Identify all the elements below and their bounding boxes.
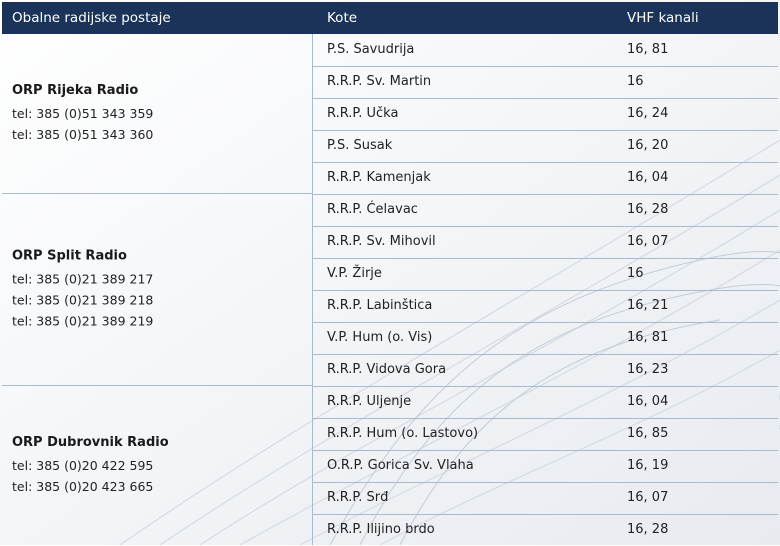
location-cell: V.P. Hum (o. Vis) bbox=[327, 330, 433, 345]
vhf-cell: 16, 07 bbox=[627, 490, 669, 505]
vhf-cell: 16, 04 bbox=[627, 170, 669, 185]
vhf-cell: 16, 07 bbox=[627, 234, 669, 249]
location-cell: R.R.P. Hum (o. Lastovo) bbox=[327, 426, 479, 441]
location-cell: R.R.P. Srđ bbox=[327, 490, 389, 505]
phone-number: tel: 385 (0)51 343 359 bbox=[12, 105, 154, 121]
table-row: R.R.P. Učka 16, 24 bbox=[313, 98, 778, 131]
vhf-cell: 16, 21 bbox=[627, 298, 669, 313]
station-name: ORP Rijeka Radio bbox=[12, 82, 139, 98]
station-group-rijeka: ORP Rijeka Radio tel: 385 (0)51 343 359 … bbox=[2, 34, 312, 194]
table-row: V.P. Žirje 16 bbox=[313, 258, 778, 291]
table-row: R.R.P. Ćelavac 16, 28 bbox=[313, 194, 778, 227]
location-cell: R.R.P. Učka bbox=[327, 106, 399, 121]
vhf-cell: 16, 81 bbox=[627, 42, 669, 57]
location-cell: R.R.P. Kamenjak bbox=[327, 170, 431, 185]
table-row: R.R.P. Sv. Mihovil 16, 07 bbox=[313, 226, 778, 259]
table-row: R.R.P. Ilijino brdo 16, 28 bbox=[313, 514, 778, 546]
vhf-cell: 16, 28 bbox=[627, 522, 669, 537]
table-row: R.R.P. Vidova Gora 16, 23 bbox=[313, 354, 778, 387]
location-cell: R.R.P. Vidova Gora bbox=[327, 362, 447, 377]
vhf-cell: 16, 24 bbox=[627, 106, 669, 121]
vhf-cell: 16, 04 bbox=[627, 394, 669, 409]
location-cell: O.R.P. Gorica Sv. Vlaha bbox=[327, 458, 474, 473]
location-cell: R.R.P. Uljenje bbox=[327, 394, 412, 409]
vhf-cell: 16 bbox=[627, 74, 644, 89]
table-row: P.S. Savudrija 16, 81 bbox=[313, 34, 778, 67]
table-row: R.R.P. Uljenje 16, 04 bbox=[313, 386, 778, 419]
phone-number: tel: 385 (0)21 389 219 bbox=[12, 313, 154, 328]
location-cell: R.R.P. Labinštica bbox=[327, 298, 433, 313]
table-row: R.R.P. Kamenjak 16, 04 bbox=[313, 162, 778, 195]
header-vhf-channels: VHF kanali bbox=[627, 10, 699, 26]
location-cell: R.R.P. Ilijino brdo bbox=[327, 522, 435, 537]
vhf-cell: 16, 19 bbox=[627, 458, 669, 473]
location-cell: R.R.P. Sv. Martin bbox=[327, 74, 432, 89]
table-row: V.P. Hum (o. Vis) 16, 81 bbox=[313, 322, 778, 355]
vhf-cell: 16 bbox=[627, 266, 644, 281]
table-row: P.S. Susak 16, 20 bbox=[313, 130, 778, 163]
station-group-dubrovnik: ORP Dubrovnik Radio tel: 385 (0)20 422 5… bbox=[2, 386, 312, 545]
header-locations: Kote bbox=[327, 10, 358, 26]
table-header: Obalne radijske postaje Kote VHF kanali bbox=[2, 2, 778, 34]
location-cell: R.R.P. Sv. Mihovil bbox=[327, 234, 436, 249]
location-cell: P.S. Susak bbox=[327, 138, 393, 153]
table-row: R.R.P. Sv. Martin 16 bbox=[313, 66, 778, 99]
vhf-cell: 16, 85 bbox=[627, 426, 669, 441]
vhf-cell: 16, 23 bbox=[627, 362, 669, 377]
table-row: R.R.P. Srđ 16, 07 bbox=[313, 482, 778, 515]
station-name: ORP Dubrovnik Radio bbox=[12, 434, 169, 450]
phone-number: tel: 385 (0)20 423 665 bbox=[12, 478, 154, 494]
table-row: O.R.P. Gorica Sv. Vlaha 16, 19 bbox=[313, 450, 778, 483]
table-row: R.R.P. Labinštica 16, 21 bbox=[313, 290, 778, 323]
vhf-cell: 16, 20 bbox=[627, 138, 669, 153]
vhf-cell: 16, 28 bbox=[627, 202, 669, 217]
location-cell: P.S. Savudrija bbox=[327, 42, 415, 57]
station-group-split: ORP Split Radio tel: 385 (0)21 389 217 t… bbox=[2, 194, 312, 386]
phone-number: tel: 385 (0)21 389 218 bbox=[12, 292, 154, 307]
location-cell: V.P. Žirje bbox=[327, 266, 382, 281]
table-row: R.R.P. Hum (o. Lastovo) 16, 85 bbox=[313, 418, 778, 451]
station-name: ORP Split Radio bbox=[12, 248, 127, 263]
phone-number: tel: 385 (0)20 422 595 bbox=[12, 457, 154, 473]
phone-number: tel: 385 (0)51 343 360 bbox=[12, 126, 154, 142]
header-coastal-stations: Obalne radijske postaje bbox=[12, 10, 171, 26]
phone-number: tel: 385 (0)21 389 217 bbox=[12, 271, 154, 286]
vhf-cell: 16, 81 bbox=[627, 330, 669, 345]
location-cell: R.R.P. Ćelavac bbox=[327, 202, 418, 217]
